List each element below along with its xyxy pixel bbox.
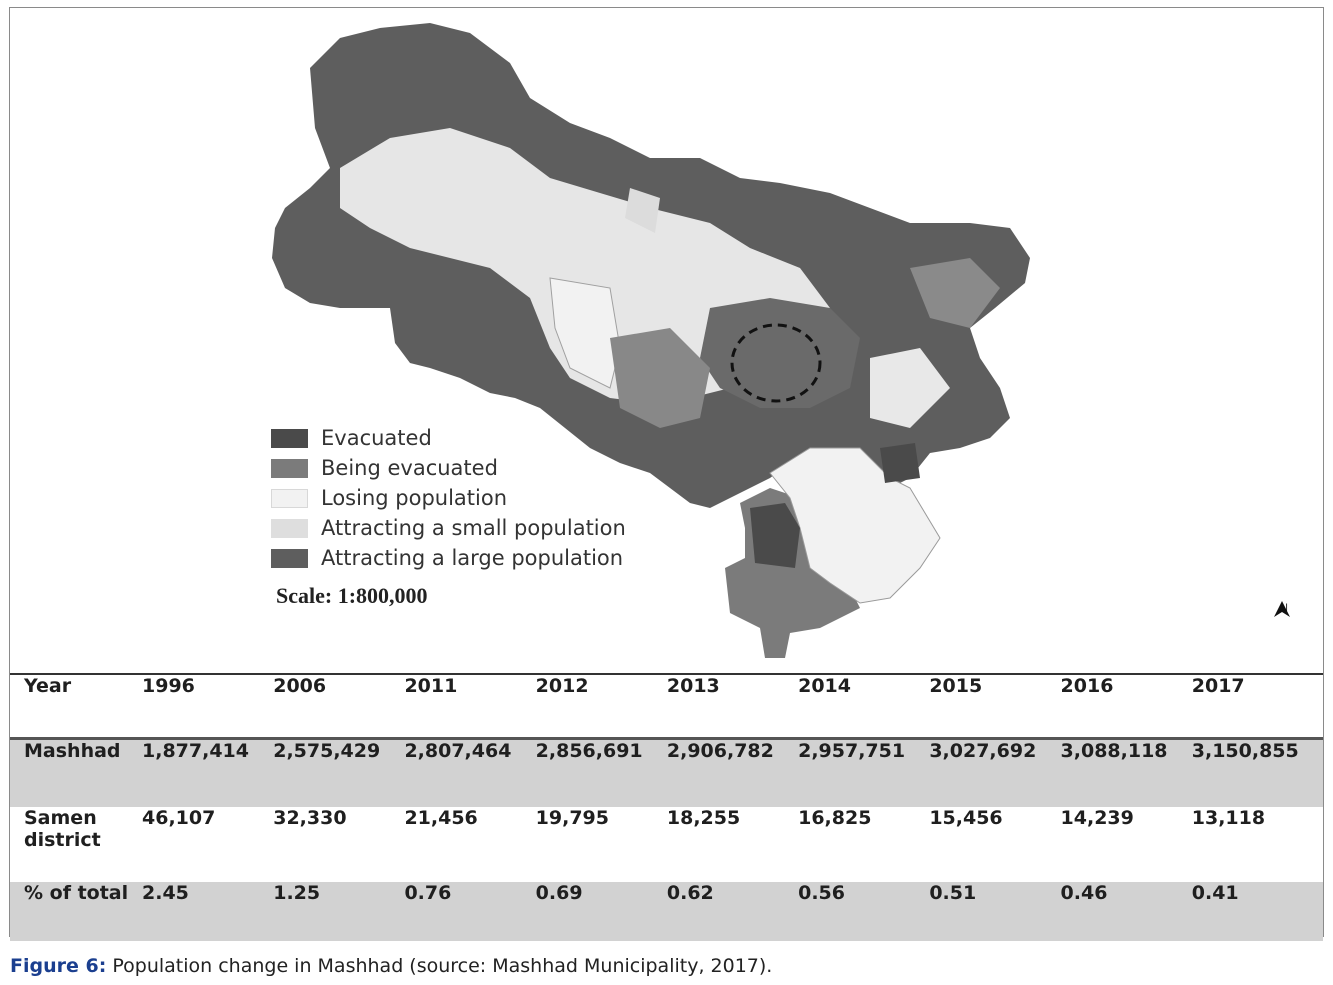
legend-label: Evacuated [321, 426, 432, 450]
table-cell: 0.76 [404, 882, 452, 904]
table-header-cell: 2006 [273, 675, 327, 697]
legend-swatch [271, 458, 308, 478]
table-cell: 0.69 [535, 882, 583, 904]
table-cell: 1.25 [273, 882, 321, 904]
map-region-east-light [870, 348, 950, 428]
row-label: Mashhad [24, 739, 121, 762]
row-label-line: district [24, 829, 101, 851]
table-cell: 0.41 [1191, 882, 1239, 904]
table-cell: 2,957,751 [798, 739, 906, 762]
legend-item: Being evacuated [271, 453, 626, 483]
table-header-cell: 2017 [1191, 675, 1245, 697]
caption-text: Population change in Mashhad (source: Ma… [106, 955, 773, 977]
table-cell: 3,088,118 [1060, 739, 1168, 762]
row-label: Samen district [10, 807, 142, 882]
table-cell: 0.62 [666, 882, 714, 904]
map-region-south-east [769, 447, 941, 604]
table-row: % of total 2.45 1.25 0.76 0.69 0.62 0.56… [10, 882, 1323, 941]
row-label: % of total [24, 882, 129, 904]
table-cell: 2.45 [142, 882, 189, 904]
table-cell: 19,795 [535, 807, 609, 829]
table-header-cell: Year [24, 675, 72, 697]
city-map [272, 23, 1030, 658]
map-region-west-light [549, 277, 621, 389]
north-arrow-icon [1274, 601, 1290, 617]
map-region-center-dark [700, 298, 860, 408]
map-area: Evacuated Being evacuated Losing populat… [10, 8, 1323, 673]
historic-core-outline [730, 323, 822, 403]
legend-swatch [271, 428, 308, 448]
legend-label: Losing population [321, 486, 508, 510]
table-cell: 2,856,691 [535, 739, 643, 762]
table-header-cell: 1996 [142, 675, 195, 697]
table-cell: 46,107 [142, 807, 216, 829]
row-label-line: Samen [24, 807, 97, 829]
figure-number: Figure 6: [10, 955, 107, 977]
legend-item: Losing population [271, 483, 626, 513]
table-cell: 16,825 [798, 807, 872, 829]
figure-caption: Figure 6: Population change in Mashhad (… [10, 955, 772, 977]
table-cell: 32,330 [273, 807, 347, 829]
table-cell: 3,150,855 [1191, 739, 1299, 762]
legend-item: Attracting a small population [271, 513, 626, 543]
legend-label: Being evacuated [321, 456, 498, 480]
table-cell: 14,239 [1060, 807, 1134, 829]
table-cell: 0.51 [929, 882, 977, 904]
table-cell: 15,456 [929, 807, 1003, 829]
legend-item: Evacuated [271, 423, 626, 453]
table-row: Mashhad 1,877,414 2,575,429 2,807,464 2,… [10, 738, 1323, 807]
table-header-cell: 2016 [1060, 675, 1114, 697]
table-cell: 1,877,414 [142, 739, 249, 762]
legend-swatch [271, 518, 308, 538]
map-region-center-mid [610, 328, 710, 428]
map-legend: Evacuated Being evacuated Losing populat… [271, 423, 626, 573]
north-indicator: N [1272, 600, 1296, 617]
figure-frame: Evacuated Being evacuated Losing populat… [9, 7, 1324, 941]
legend-swatch [271, 488, 308, 508]
table-header-cell: 2011 [404, 675, 458, 697]
map-region-north-light [625, 188, 660, 233]
legend-item: Attracting a large population [271, 543, 626, 573]
map-scale: Scale: 1:800,000 [276, 583, 428, 608]
map-region-south-east-dark [880, 443, 920, 483]
population-table: Year 1996 2006 2011 2012 2013 2014 2015 … [10, 673, 1323, 941]
table-cell: 2,575,429 [273, 739, 381, 762]
legend-swatch [271, 548, 308, 568]
table-header-cell: 2015 [929, 675, 983, 697]
table-cell: 2,906,782 [666, 739, 774, 762]
table-cell: 21,456 [404, 807, 478, 829]
table-cell: 2,807,464 [404, 739, 512, 762]
table-header-cell: 2012 [535, 675, 589, 697]
table-cell: 0.46 [1060, 882, 1108, 904]
table-cell: 18,255 [666, 807, 741, 829]
table-cell: 0.56 [798, 882, 845, 904]
map-region-south-dark [750, 503, 800, 568]
table-header-cell: 2014 [798, 675, 851, 697]
map-region-east-mid [910, 258, 1000, 328]
table-cell: 13,118 [1191, 807, 1266, 829]
table-row: Samen district 46,107 32,330 21,456 19,7… [10, 807, 1323, 882]
table-header-row: Year 1996 2006 2011 2012 2013 2014 2015 … [10, 674, 1323, 738]
table-header-cell: 2013 [666, 675, 720, 697]
legend-label: Attracting a small population [321, 516, 626, 540]
legend-label: Attracting a large population [321, 546, 624, 570]
table-cell: 3,027,692 [929, 739, 1037, 762]
